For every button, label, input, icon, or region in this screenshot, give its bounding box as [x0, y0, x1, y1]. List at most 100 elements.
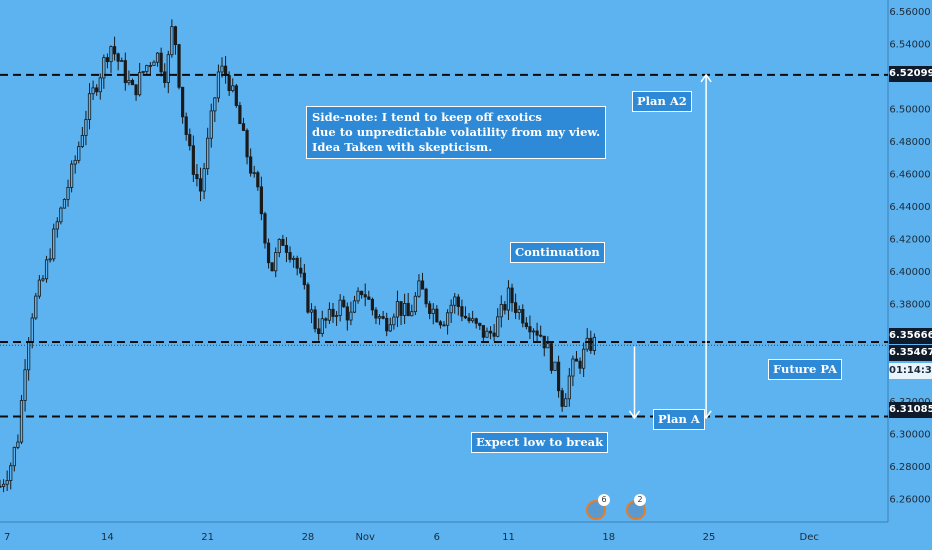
candle-body	[288, 252, 292, 260]
candle-body	[138, 72, 142, 96]
candle-body	[120, 60, 124, 62]
candle-body	[249, 156, 253, 174]
candle-body	[70, 163, 74, 188]
candle-body	[578, 360, 582, 369]
current-price-tag: 6.35467	[889, 345, 932, 361]
candle-body	[456, 296, 460, 308]
candle-body	[191, 145, 195, 175]
candle-body	[116, 53, 120, 62]
candle-body	[363, 294, 367, 298]
candle-body	[413, 295, 417, 313]
candle-body	[453, 296, 457, 306]
x-tick-label: 21	[201, 532, 214, 543]
x-tick-label: 6	[434, 532, 440, 543]
candle-body	[342, 299, 346, 308]
candle-body	[503, 304, 507, 311]
level-tag-6-31085: 6.31085	[889, 402, 932, 418]
candle-body	[331, 308, 335, 317]
candle-body	[252, 172, 256, 175]
x-tick-label: 18	[602, 532, 615, 543]
candle-body	[399, 301, 403, 316]
candle-body	[370, 298, 374, 311]
y-tick-label: 6.40000	[889, 267, 930, 278]
candle-body	[395, 301, 400, 318]
candle-body	[227, 75, 231, 91]
candle-body	[30, 317, 34, 343]
candle-body	[514, 302, 518, 313]
candle-body	[66, 187, 70, 200]
candle-body	[259, 186, 263, 215]
y-tick-label: 6.54000	[889, 39, 930, 50]
candle-body	[98, 77, 102, 93]
candle-body	[159, 52, 163, 73]
candle-body	[356, 290, 360, 302]
y-tick-label: 6.28000	[889, 462, 930, 473]
candle-body	[571, 358, 575, 377]
candle-body	[166, 54, 170, 83]
candle-body	[216, 71, 221, 99]
candle-body	[41, 278, 45, 281]
candle-body	[431, 308, 435, 314]
candle-body	[87, 93, 92, 120]
candle-body	[177, 44, 181, 88]
candle-body	[589, 337, 593, 351]
candle-body	[438, 321, 443, 326]
candle-body	[77, 146, 81, 161]
candle-body	[324, 318, 328, 321]
candle-body	[295, 257, 299, 269]
candle-body	[23, 369, 27, 401]
candle-body	[263, 213, 267, 244]
candle-body	[127, 80, 131, 84]
candle-body	[531, 330, 536, 333]
x-tick-label: Dec	[800, 532, 819, 543]
candle-body	[417, 280, 421, 297]
candle-body	[542, 335, 546, 349]
event-count-badge: 2	[634, 494, 646, 506]
candle-body	[517, 309, 521, 313]
y-tick-label: 6.38000	[889, 300, 930, 311]
candle-body	[582, 348, 586, 369]
candle-body	[170, 26, 174, 56]
candle-body	[9, 465, 13, 481]
plan-a-arrow-head	[628, 410, 641, 420]
candle-body	[256, 172, 260, 188]
candle-body	[184, 116, 188, 135]
candle-body	[560, 390, 564, 407]
candle-body	[34, 295, 38, 319]
candle-body	[478, 322, 482, 326]
level-tag-6-52099: 6.52099	[889, 66, 932, 82]
candle-body	[238, 105, 242, 125]
candle-body	[213, 97, 217, 112]
candle-body	[145, 65, 149, 72]
candle-body	[163, 71, 167, 83]
candle-body	[445, 312, 450, 326]
candle-body	[299, 267, 303, 274]
candle-body	[381, 316, 385, 319]
candle-body	[320, 318, 324, 335]
candle-body	[435, 308, 439, 323]
candle-body	[105, 57, 110, 63]
candle-body	[19, 400, 24, 443]
candle-body	[266, 242, 271, 264]
candle-body	[460, 306, 464, 317]
y-tick-label: 6.42000	[889, 235, 930, 246]
candle-body	[564, 398, 568, 407]
candle-body	[195, 174, 199, 180]
candle-body	[141, 71, 145, 73]
candle-body	[499, 304, 503, 318]
candle-body	[553, 361, 557, 371]
candle-body	[428, 303, 432, 314]
continuation-label: Continuation	[510, 242, 605, 263]
candle-body	[420, 280, 425, 290]
candle-body	[496, 316, 500, 337]
x-tick-label: 7	[4, 532, 10, 543]
candle-body	[48, 258, 52, 261]
plan-a2-arrow-head	[700, 73, 712, 83]
plan-a-label: Plan A	[653, 409, 705, 430]
y-tick-label: 6.48000	[889, 137, 930, 148]
candle-body	[130, 80, 135, 86]
side-note-line-1: Side-note: I tend to keep off exotics	[312, 110, 542, 124]
candle-body	[317, 328, 321, 335]
